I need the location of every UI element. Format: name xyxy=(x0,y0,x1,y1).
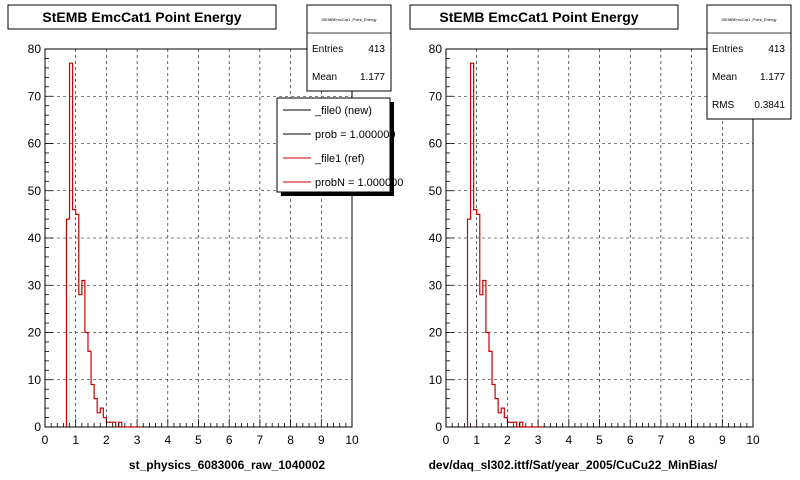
left-legend: _file0 (new) prob = 1.000000 _file1 (ref… xyxy=(276,97,403,196)
left-y-tick-label: 80 xyxy=(28,42,42,56)
right-x-tick-label: 2 xyxy=(504,433,511,447)
left-y-tick-label: 60 xyxy=(28,137,42,151)
right-x-tick-label: 1 xyxy=(473,433,480,447)
left-chart-title: StEMB EmcCat1 Point Energy xyxy=(42,9,241,25)
right-y-tick-label: 80 xyxy=(429,42,443,56)
right-x-axis-label: dev/daq_sl302.ittf/Sat/year_2005/CuCu22_… xyxy=(429,458,718,472)
left-x-tick-label: 1 xyxy=(72,433,79,447)
right-x-tick-label: 3 xyxy=(535,433,542,447)
left-series-line xyxy=(65,62,141,428)
left-histogram xyxy=(65,62,141,428)
left-mean-value: 1.177 xyxy=(360,72,385,83)
left-y-tick-label: 10 xyxy=(28,373,42,387)
right-y-tick-label: 40 xyxy=(429,231,443,245)
right-x-tick-label: 0 xyxy=(443,433,450,447)
right-x-tick-label: 5 xyxy=(596,433,603,447)
right-title-box xyxy=(409,4,679,30)
right-rms-value: 0.3841 xyxy=(754,100,785,111)
right-y-tick-label: 70 xyxy=(429,89,443,103)
left-y-tick-label: 30 xyxy=(28,278,42,292)
left-stats-header: StEMBEmcCat1_Point_Energy xyxy=(321,17,376,22)
right-entries-label: Entries xyxy=(712,44,743,55)
legend-item-file1: _file1 (ref) xyxy=(314,153,365,165)
left-y-tick-label: 20 xyxy=(28,326,42,340)
left-x-tick-label: 9 xyxy=(318,433,325,447)
right-x-axis: 0 1 2 3 4 5 6 7 8 9 10 xyxy=(443,419,760,447)
left-x-tick-label: 10 xyxy=(345,433,359,447)
right-y-tick-label: 30 xyxy=(429,278,443,292)
right-y-axis: 0 10 20 30 40 50 60 70 80 xyxy=(429,42,454,434)
right-x-tick-label: 9 xyxy=(719,433,726,447)
left-x-tick-label: 3 xyxy=(134,433,141,447)
left-title-box xyxy=(7,4,277,30)
left-y-tick-label: 50 xyxy=(28,184,42,198)
left-y-tick-label: 40 xyxy=(28,231,42,245)
right-panel: StEMB EmcCat1 Point Energy 0102030405060… xyxy=(409,4,792,472)
left-y-tick-label: 0 xyxy=(34,420,41,434)
right-stats-box: StEMBEmcCat1_Point_Energy Entries 413 Me… xyxy=(706,4,792,120)
left-y-axis: 0 10 20 30 40 50 60 70 80 xyxy=(28,42,53,434)
legend-item-prob: prob = 1.000000 xyxy=(315,129,395,141)
left-stats-box: StEMBEmcCat1_Point_Energy Entries 413 Me… xyxy=(306,4,392,92)
right-chart-title: StEMB EmcCat1 Point Energy xyxy=(439,9,638,25)
right-y-tick-label: 10 xyxy=(429,373,443,387)
left-x-axis-label: st_physics_6083006_raw_1040002 xyxy=(129,458,325,472)
right-x-tick-label: 4 xyxy=(565,433,572,447)
left-entries-label: Entries xyxy=(312,44,343,55)
right-rms-label: RMS xyxy=(712,100,735,111)
right-y-tick-label: 20 xyxy=(429,326,443,340)
right-histogram xyxy=(466,62,542,428)
right-x-tick-label: 10 xyxy=(746,433,760,447)
left-x-tick-label: 4 xyxy=(164,433,171,447)
left-entries-value: 413 xyxy=(368,44,385,55)
right-entries-value: 413 xyxy=(768,44,785,55)
left-x-tick-label: 2 xyxy=(103,433,110,447)
legend-item-probN: probN = 1.000000 xyxy=(315,177,403,189)
legend-item-file0: _file0 (new) xyxy=(314,105,372,117)
right-mean-label: Mean xyxy=(712,72,737,83)
left-y-tick-label: 70 xyxy=(28,89,42,103)
left-x-tick-label: 7 xyxy=(257,433,264,447)
right-x-tick-label: 6 xyxy=(627,433,634,447)
right-x-tick-label: 8 xyxy=(688,433,695,447)
right-y-tick-label: 50 xyxy=(429,184,443,198)
right-mean-value: 1.177 xyxy=(760,72,785,83)
right-y-tick-label: 60 xyxy=(429,137,443,151)
left-panel: StEMB EmcCat1 Point Energy 0102030405060… xyxy=(7,4,403,472)
left-x-tick-label: 8 xyxy=(287,433,294,447)
left-x-tick-label: 0 xyxy=(42,433,49,447)
right-x-tick-label: 7 xyxy=(658,433,665,447)
right-y-tick-label: 0 xyxy=(435,420,442,434)
left-mean-label: Mean xyxy=(312,72,337,83)
right-series-line xyxy=(466,62,542,428)
right-stats-header: StEMBEmcCat1_Point_Energy xyxy=(721,17,776,22)
left-x-tick-label: 6 xyxy=(226,433,233,447)
left-x-tick-label: 5 xyxy=(195,433,202,447)
left-x-axis: 0 1 2 3 4 5 6 7 8 9 10 xyxy=(42,419,359,447)
